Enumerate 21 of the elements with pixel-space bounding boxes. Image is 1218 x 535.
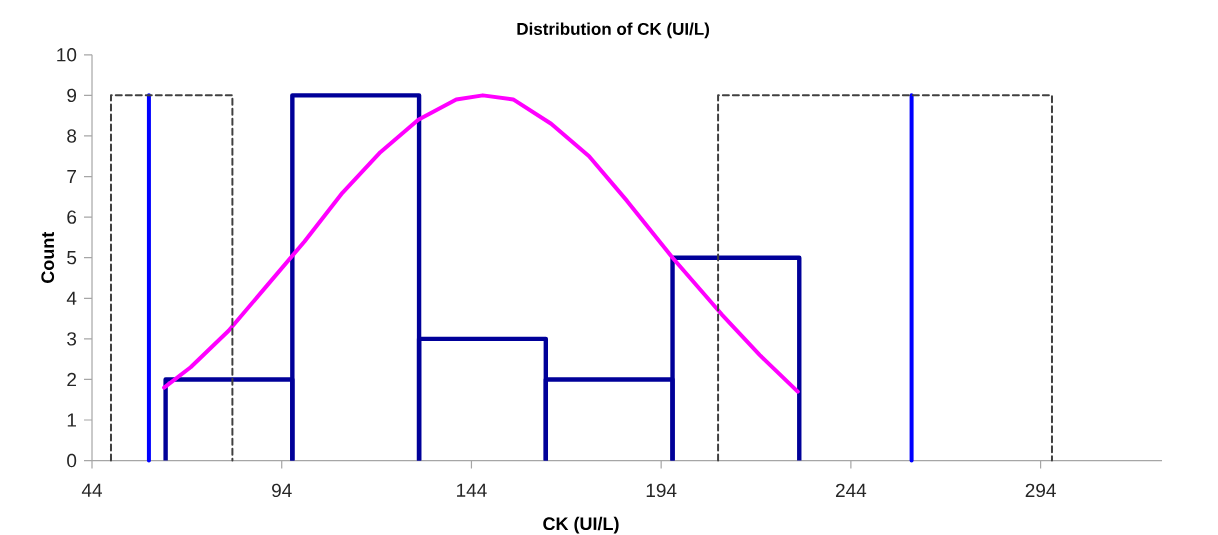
y-tick-label: 9 <box>67 88 77 103</box>
x-tick-label: 94 <box>272 483 292 498</box>
y-tick-label: 0 <box>67 453 77 468</box>
y-tick-label: 2 <box>67 372 76 387</box>
y-tick-label: 6 <box>67 210 77 224</box>
y-tick-label: 1 <box>67 413 76 427</box>
x-axis-title: CK (UI/L) <box>543 516 619 534</box>
x-tick-label: 44 <box>81 483 103 497</box>
y-axis-title: Count <box>41 231 55 283</box>
y-tick-label: 5 <box>67 251 77 265</box>
y-tick-label: 7 <box>67 169 76 184</box>
y-tick-label: 3 <box>67 332 77 346</box>
y-tick-label: 4 <box>66 291 77 305</box>
x-tick-label: 194 <box>646 483 677 498</box>
y-tick-label: 8 <box>67 129 77 143</box>
chart-title: Distribution of CK (UI/L) <box>517 22 710 39</box>
x-tick-label: 244 <box>835 483 867 497</box>
x-tick-label: 294 <box>1025 483 1056 498</box>
y-tick-label: 10 <box>57 48 77 62</box>
x-tick-label: 144 <box>457 483 487 497</box>
line-series <box>162 93 800 394</box>
